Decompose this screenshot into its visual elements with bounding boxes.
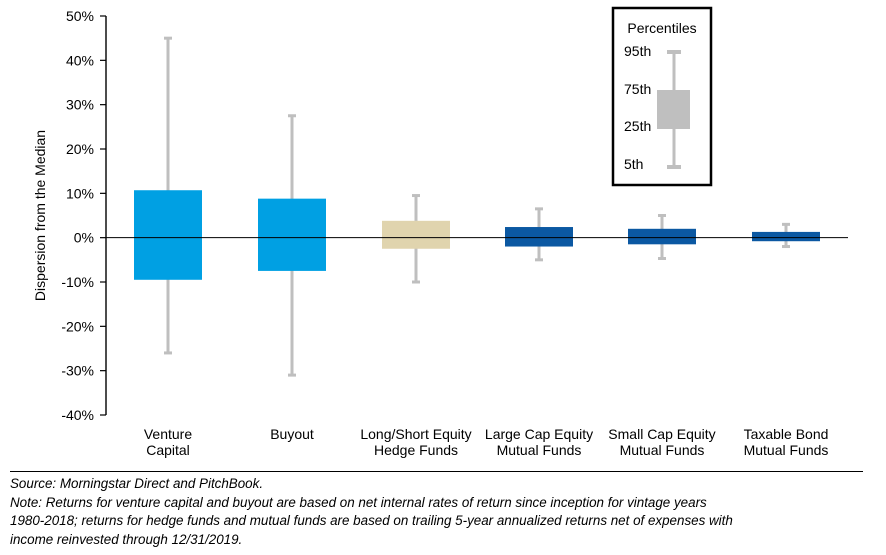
y-tick-label: -20% <box>61 318 94 334</box>
note-line-2: 1980-2018; returns for hedge funds and m… <box>10 513 733 528</box>
note-line-3: income reinvested through 12/31/2019. <box>10 531 243 547</box>
box-3 <box>382 194 450 284</box>
y-tick-label: 20% <box>66 141 94 157</box>
y-tick-label: -30% <box>61 363 94 379</box>
x-category-label: Buyout <box>270 426 314 442</box>
box-5 <box>628 214 696 261</box>
box-25th-75th <box>505 227 573 247</box>
box-4 <box>505 207 573 262</box>
x-category-label: Mutual Funds <box>620 442 705 458</box>
y-tick-label: 50% <box>66 8 94 24</box>
box-series <box>134 36 820 377</box>
box-1 <box>134 36 202 355</box>
legend-labels: 95th 75th 25th 5th <box>624 43 651 172</box>
legend-label-5th: 5th <box>624 156 643 172</box>
legend-label-75th: 75th <box>624 81 651 97</box>
box-plot-chart: -40% -30% -20% -10% 0% 10% 20% 30% 40% 50% Ventur… <box>32 6 848 458</box>
box-25th-75th <box>134 190 202 280</box>
box-25th-75th <box>258 198 326 271</box>
x-category-label: Hedge Funds <box>374 442 458 458</box>
legend-box <box>657 90 690 129</box>
box-2 <box>258 114 326 377</box>
x-category-label: Venture <box>144 426 192 442</box>
y-tick-label: 0% <box>74 230 94 246</box>
legend-label-95th: 95th <box>624 43 651 59</box>
y-axis-title: Dispersion from the Median <box>32 130 48 301</box>
y-tick-label: 10% <box>66 185 94 201</box>
source-note: Source: Morningstar Direct and PitchBook… <box>10 476 264 491</box>
y-axis-ticks: -40% -30% -20% -10% 0% 10% 20% 30% 40% 50% <box>61 8 106 423</box>
y-tick-label: -40% <box>61 407 94 423</box>
y-tick-label: -10% <box>61 274 94 290</box>
footer-divider <box>10 471 863 472</box>
x-category-label: Large Cap Equity <box>485 426 593 442</box>
percentile-legend: Percentiles 95th 75th 25th 5th <box>611 6 713 187</box>
legend-label-25th: 25th <box>624 118 651 134</box>
y-tick-label: 40% <box>66 52 94 68</box>
x-category-label: Small Cap Equity <box>608 426 715 442</box>
box-25th-75th <box>628 228 696 245</box>
y-tick-label: 30% <box>66 97 94 113</box>
chart-footer: Source: Morningstar Direct and PitchBook… <box>10 471 876 549</box>
x-category-label: Mutual Funds <box>497 442 582 458</box>
legend-box-glyph <box>657 50 690 169</box>
box-25th-75th <box>752 231 820 242</box>
box-25th-75th <box>382 220 450 249</box>
x-category-label: Mutual Funds <box>744 442 829 458</box>
x-category-label: Long/Short Equity <box>360 426 471 442</box>
box-6 <box>752 222 820 249</box>
legend-title: Percentiles <box>627 20 696 36</box>
note-line-1: Note: Returns for venture capital and bu… <box>10 494 707 510</box>
x-category-label: Taxable Bond <box>744 426 829 442</box>
x-category-label: Capital <box>146 442 190 458</box>
